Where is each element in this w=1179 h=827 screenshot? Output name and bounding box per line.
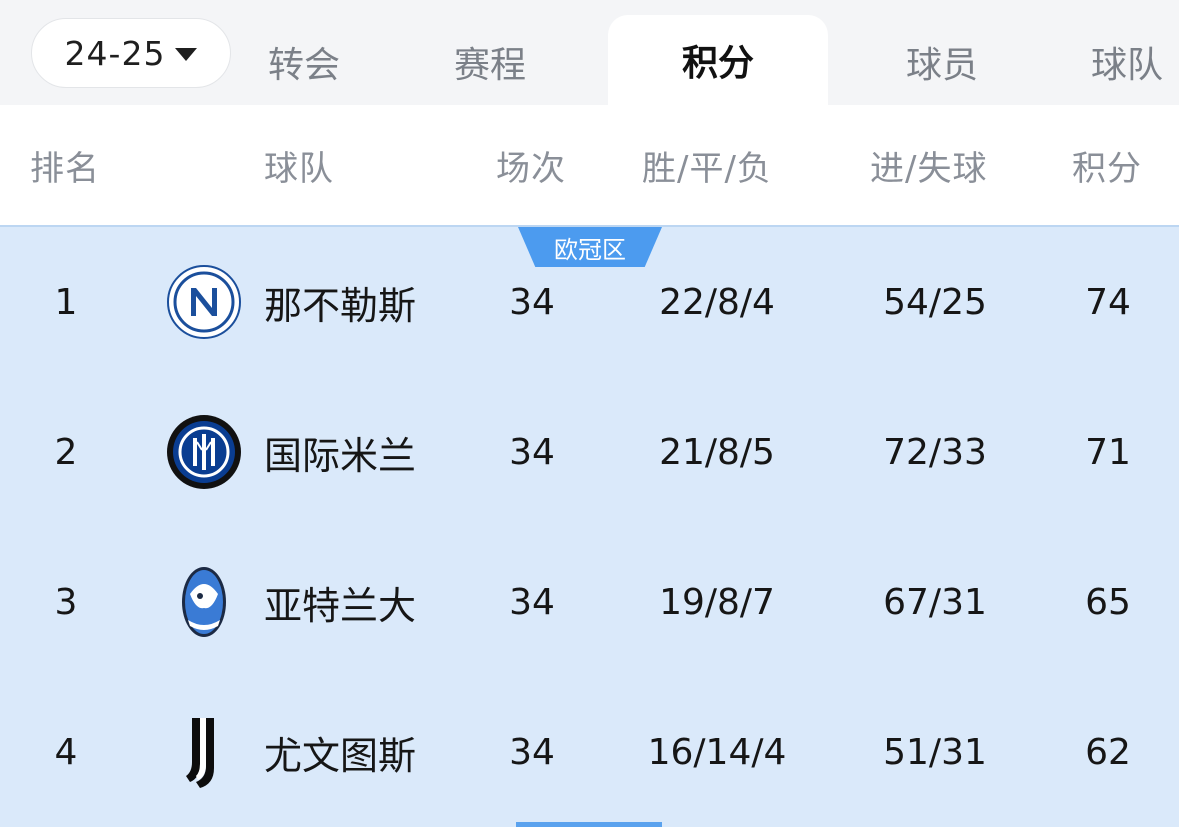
table-row[interactable]: 2 国际米兰 34 21/8/5 72/33 71 [0,377,1179,527]
column-played: 场次 [496,148,566,189]
rank-cell: 3 [54,581,78,623]
goals-cell: 72/33 [883,431,987,473]
champions-league-zone-badge: 欧冠区 [518,227,662,267]
tab-players[interactable]: 球员 [905,44,978,86]
played-cell: 34 [509,581,555,623]
column-rank: 排名 [30,148,100,189]
column-team: 球队 [264,148,334,189]
caret-down-icon [175,47,198,61]
season-label: 24-25 [64,33,166,73]
table-row[interactable]: 4 尤文图斯 34 16/14/4 51/31 62 [0,677,1179,827]
wdl-cell: 22/8/4 [659,281,775,323]
points-cell: 71 [1085,431,1131,473]
team-name: 尤文图斯 [264,733,417,778]
wdl-cell: 19/8/7 [659,581,775,623]
team-name: 亚特兰大 [264,583,417,628]
goals-cell: 67/31 [883,581,987,623]
column-points: 积分 [1072,148,1142,189]
rank-cell: 1 [54,281,78,323]
table-row[interactable]: 1 那不勒斯 34 22/8/4 54/25 74 [0,227,1179,377]
points-cell: 65 [1085,581,1131,623]
goals-cell: 54/25 [883,281,987,323]
top-tab-bar: 24-25 转会 赛程 积分 球员 球队 [0,0,1179,105]
points-cell: 62 [1085,731,1131,773]
column-wdl: 胜/平/负 [642,148,772,189]
atalanta-logo-icon [182,567,226,637]
rank-cell: 2 [54,431,78,473]
standings-table: 欧冠区 1 那不勒斯 34 22/8/4 54/25 74 2 国际米兰 34 … [0,225,1179,827]
scroll-indicator [516,822,662,827]
tab-teams[interactable]: 球队 [1091,44,1164,86]
tab-schedule[interactable]: 赛程 [453,44,526,86]
wdl-cell: 16/14/4 [647,731,787,773]
team-name: 国际米兰 [264,433,417,478]
played-cell: 34 [509,281,555,323]
team-name: 那不勒斯 [264,283,417,328]
standings-header: 排名 球队 场次 胜/平/负 进/失球 积分 [0,105,1179,225]
goals-cell: 51/31 [883,731,987,773]
points-cell: 74 [1085,281,1131,323]
tab-transfers[interactable]: 转会 [267,44,340,86]
juventus-logo-icon [186,718,214,788]
season-selector[interactable]: 24-25 [31,18,231,88]
table-row[interactable]: 3 亚特兰大 34 19/8/7 67/31 65 [0,527,1179,677]
played-cell: 34 [509,731,555,773]
napoli-logo-icon [167,265,241,339]
wdl-cell: 21/8/5 [659,431,775,473]
tab-standings[interactable]: 积分 [608,15,828,105]
inter-logo-icon [167,415,241,489]
played-cell: 34 [509,431,555,473]
column-goals: 进/失球 [870,148,988,189]
rank-cell: 4 [54,731,78,773]
